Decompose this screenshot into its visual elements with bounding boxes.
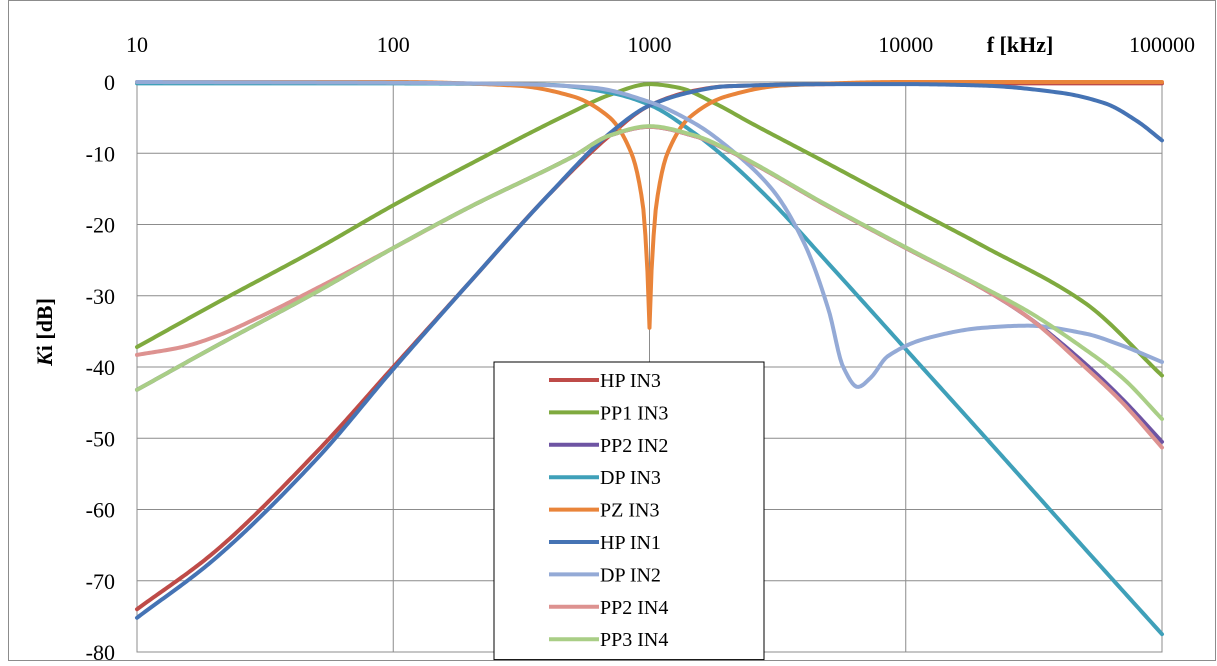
series-lines	[135, 80, 1164, 637]
y-axis-title-italic: K	[32, 350, 57, 367]
legend-label: DP IN3	[600, 467, 661, 489]
legend-label: PP2 IN4	[600, 597, 668, 619]
tick-labels: 10 100 1000 10000 100000 0 -10 -20 -30 -40 -50 -60 -…	[86, 32, 1195, 665]
y-tick-label: -10	[86, 141, 115, 166]
y-axis-title-rest: i [dB]	[32, 298, 57, 351]
legend-label: PP1 IN3	[600, 402, 668, 424]
y-tick-label: -70	[86, 569, 115, 594]
x-tick-label: 10	[126, 32, 148, 57]
series-line-hp-in1	[135, 82, 1164, 620]
x-axis-title: f [kHz]	[987, 32, 1054, 57]
series-line-pp1-in3	[135, 82, 1164, 378]
x-tick-label: 100000	[1129, 32, 1195, 57]
legend-label: PP3 IN4	[600, 629, 668, 651]
x-tick-label: 1000	[628, 32, 672, 57]
legend-label: PZ IN3	[600, 500, 659, 522]
y-tick-label: -30	[86, 284, 115, 309]
legend-label: DP IN2	[600, 564, 661, 586]
y-tick-label: 0	[104, 70, 115, 95]
legend-label: PP2 IN2	[600, 435, 668, 457]
y-tick-label: -40	[86, 355, 115, 380]
y-tick-label: -50	[86, 426, 115, 451]
y-tick-label: -80	[86, 640, 115, 661]
legend: HP IN3 PP1 IN3 PP2 IN2 DP IN3 PZ IN3 HP IN1 DP…	[493, 361, 765, 661]
y-tick-label: -20	[86, 213, 115, 238]
legend-label: HP IN3	[600, 370, 661, 392]
y-axis-title: Ki [dB]	[32, 298, 57, 367]
legend-box	[493, 361, 765, 661]
x-tick-label: 10000	[878, 32, 933, 57]
x-tick-label: 100	[377, 32, 410, 57]
series-line-pp3-in4	[135, 124, 1164, 422]
legend-label: HP IN1	[600, 532, 661, 554]
y-tick-label: -60	[86, 498, 115, 523]
series-line-dp-in2	[135, 80, 1164, 389]
